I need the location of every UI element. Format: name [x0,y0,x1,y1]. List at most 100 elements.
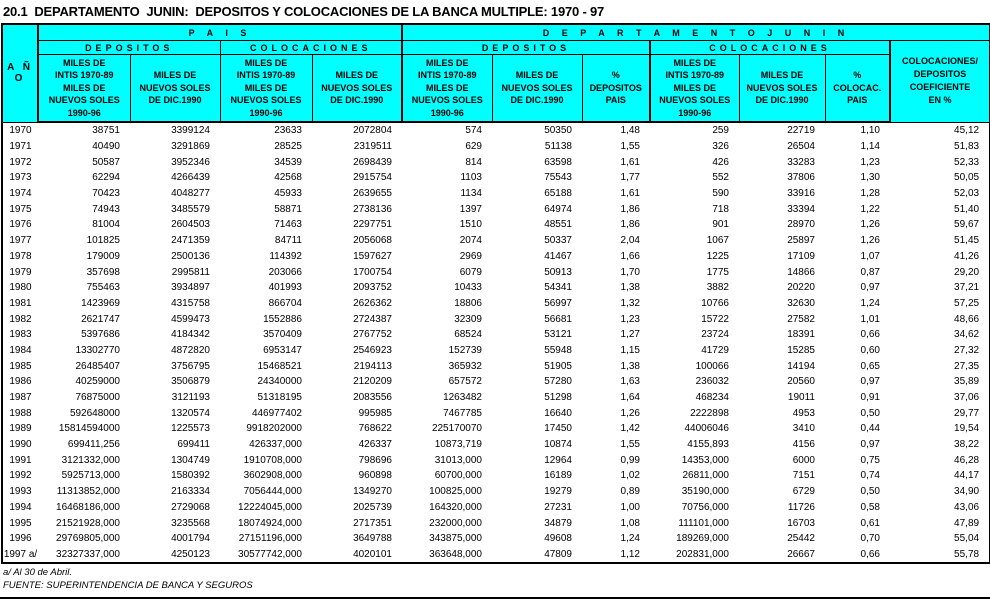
value-cell: 2222898 [690,407,729,419]
value-cell: 0,61 [860,517,880,529]
year-cell: 1972 [9,156,32,168]
value-cell: 3602908,000 [243,470,302,482]
value-cell: 1,24 [620,533,640,545]
value-cell: 1,61 [620,156,640,168]
value-cell: 51,40 [954,203,980,215]
column-header-pais-col-intis: MILES DE INTIS 1970-89 MILES DE NUEVOS S… [219,54,313,123]
value-cell: 1,26 [860,235,880,247]
table-row: 1997 a/32327337,000 4250123 30577742,000 40… [2,547,990,564]
value-cell: 38751 [92,125,120,137]
value-cell: 3291869 [171,141,210,153]
value-cell: 426337 [358,439,392,451]
value-cell: 225170070 [431,423,482,435]
value-cell: 768622 [358,423,392,435]
value-cell: 10433 [454,282,482,294]
value-cell: 17109 [787,250,815,262]
value-cell: 25897 [787,235,815,247]
year-cell: 1985 [9,360,32,372]
value-cell: 5397686 [81,329,120,341]
value-cell: 53121 [544,329,572,341]
value-cell: 960898 [358,470,392,482]
table-row: 1991 3121332,000 1304749 1910708,000 798696 3… [2,452,990,468]
value-cell: 11726 [787,501,815,513]
value-cell: 1,42 [620,423,640,435]
value-cell: 46,28 [954,454,980,466]
group-header-pais: P A I S [37,23,403,41]
value-cell: 1,00 [620,501,640,513]
value-cell: 3506879 [171,376,210,388]
value-cell: 14194 [787,360,815,372]
value-cell: 2297751 [353,219,392,231]
value-cell: 33394 [787,203,815,215]
value-cell: 1397 [459,203,482,215]
value-cell: 1,55 [620,439,640,451]
value-cell: 2767752 [353,329,392,341]
value-cell: 34879 [544,517,572,529]
year-cell: 1991 [9,454,32,466]
value-cell: 22719 [787,125,815,137]
value-cell: 2500136 [171,250,210,262]
value-cell: 57280 [544,376,572,388]
value-cell: 15468521 [257,360,303,372]
year-cell: 1970 [9,125,32,137]
value-cell: 26667 [787,548,815,560]
table-row: 1980 755463 3934897 401993 2093752 10433 54341… [2,280,990,296]
value-cell: 2025739 [353,501,392,513]
value-cell: 7056444,000 [243,486,302,498]
year-cell: 1986 [9,376,32,388]
year-cell: 1995 [9,517,32,529]
value-cell: 189269,000 [676,533,729,545]
value-cell: 56681 [544,313,572,325]
value-cell: 6953147 [263,344,302,356]
value-cell: 6000 [792,454,815,466]
value-cell: 2194113 [353,360,392,372]
value-cell: 3756795 [171,360,210,372]
value-cell: 43,06 [954,501,980,513]
value-cell: 0,87 [860,266,880,278]
year-cell: 1982 [9,313,32,325]
value-cell: 74943 [92,203,120,215]
year-cell: 1989 [9,423,32,435]
value-cell: 798696 [358,454,392,466]
value-cell: 357698 [86,266,120,278]
value-cell: 1,26 [620,407,640,419]
value-cell: 1,30 [860,172,880,184]
value-cell: 4184342 [171,329,210,341]
value-cell: 0,99 [620,454,640,466]
group-header-row: A Ñ O P A I S D E P A R T A M E N T O J … [1,23,990,123]
value-cell: 23724 [701,329,729,341]
value-cell: 152739 [448,344,482,356]
value-cell: 0,65 [860,360,880,372]
value-cell: 2915754 [353,172,392,184]
value-cell: 1,23 [620,313,640,325]
value-cell: 2074 [459,235,482,247]
value-cell: 232000,000 [429,517,482,529]
value-cell: 50587 [92,156,120,168]
value-cell: 17450 [544,423,572,435]
value-cell: 25442 [787,533,815,545]
value-cell: 37,06 [954,392,980,404]
value-cell: 51,45 [954,235,980,247]
column-header-pais-col-soles: MILES DE NUEVOS SOLES DE DIC.1990 [311,54,403,123]
table-row: 1985 26485407 3756795 15468521 2194113 365932… [2,358,990,374]
value-cell: 11313852,000 [56,486,120,498]
value-cell: 4953 [792,407,815,419]
value-cell: 55,78 [954,548,980,560]
year-cell: 1976 [9,219,32,231]
section-junin-colocaciones: COLOCACIONES [649,40,891,55]
year-cell: 1993 [9,486,32,498]
value-cell: 50913 [544,266,572,278]
value-cell: 1,32 [620,297,640,309]
value-cell: 365932 [448,360,482,372]
value-cell: 1,86 [620,219,640,231]
section-junin-depositos: DEPOSITOS [401,40,651,55]
value-cell: 1320574 [171,407,210,419]
year-cell: 1981 [9,297,32,309]
year-cell: 1980 [9,282,32,294]
value-cell: 29769805,000 [56,533,120,545]
section-pais-colocaciones: COLOCACIONES [219,40,403,55]
value-cell: 48,66 [954,313,980,325]
table-body: 1970 38751 3399124 23633 2072804 574 50350 1,48… [2,122,990,563]
value-cell: 1103 [460,172,482,184]
value-cell: 6729 [792,486,815,498]
